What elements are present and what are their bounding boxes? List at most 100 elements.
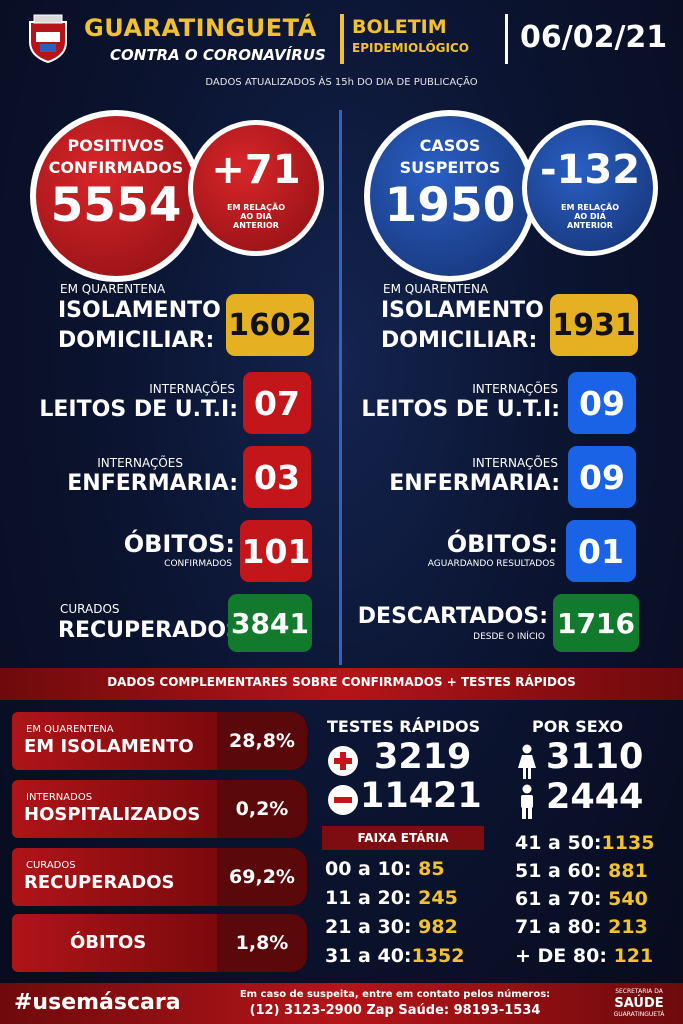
- descartados-value-box: 1716: [553, 594, 639, 652]
- enf-value-box: 03: [243, 446, 311, 508]
- enf-label: ENFERMARIA:: [67, 471, 238, 496]
- secretaria-line-1: SECRETARIA DA: [615, 988, 663, 995]
- descartados-sub-label: DESDE O INÍCIO: [473, 632, 545, 642]
- obitos-label: ÓBITOS:: [446, 530, 558, 558]
- pct-value: 69,2%: [217, 848, 307, 906]
- plus-circle-icon: [328, 746, 358, 776]
- suspected-value: 1950: [384, 178, 516, 233]
- quarantine-label-2: DOMICILIAR:: [381, 328, 538, 353]
- male-icon: [521, 784, 533, 819]
- rapid-tests-title: TESTES RÁPIDOS: [327, 717, 481, 736]
- pct-row-recovered: CURADOS RECUPERADOS 69,2%: [12, 848, 307, 906]
- contact-line-1: Em caso de suspeita, entre em contato pe…: [239, 989, 551, 1000]
- confirmed-circle: POSITIVOS CONFIRMADOS 5554: [30, 110, 202, 282]
- age-row: 00 a 10: 85: [325, 858, 445, 880]
- header-divider: [340, 14, 344, 64]
- obitos-sub-label: CONFIRMADOS: [164, 559, 232, 569]
- quarantine-label-1: ISOLAMENTO: [58, 298, 221, 323]
- female-value: 3110: [546, 737, 644, 777]
- quarantine-label-2: DOMICILIAR:: [58, 328, 215, 353]
- pct-value: 0,2%: [217, 780, 307, 838]
- obitos-value-box: 101: [240, 520, 312, 582]
- descartados-label: DESCARTADOS:: [357, 604, 548, 629]
- age-row: 21 a 30: 982: [325, 916, 458, 938]
- uti-label: LEITOS DE U.T.I:: [361, 397, 560, 422]
- confirmed-value: 5554: [50, 178, 182, 233]
- enf-value-box: 09: [568, 446, 636, 508]
- slogan: CONTRA O CORONAVÍRUS: [110, 46, 326, 64]
- footer-band: [0, 983, 683, 1024]
- uti-value-box: 09: [568, 372, 636, 434]
- uti-label: LEITOS DE U.T.I:: [39, 397, 238, 422]
- rapid-positive-value: 3219: [374, 737, 472, 777]
- pct-value: 28,8%: [217, 712, 307, 770]
- header-divider-2: [505, 14, 508, 64]
- quarantine-small-label: EM QUARENTENA: [383, 282, 489, 296]
- delta-note-3: ANTERIOR: [567, 221, 613, 230]
- by-sex-title: POR SEXO: [532, 717, 624, 736]
- obitos-label: ÓBITOS:: [123, 530, 235, 558]
- enf-small-label: INTERNAÇÕES: [97, 456, 183, 470]
- update-note: DADOS ATUALIZADOS ÀS 15h DO DIA DE PUBLI…: [205, 77, 478, 88]
- bulletin-date: 06/02/21: [520, 20, 668, 55]
- delta-note-1: EM RELAÇÃO: [561, 203, 619, 212]
- male-value: 2444: [546, 777, 644, 817]
- suspected-label-1: CASOS: [419, 136, 481, 155]
- city-name: GUARATINGUETÁ: [84, 14, 317, 42]
- obitos-sub-label: AGUARDANDO RESULTADOS: [427, 559, 555, 569]
- pct-row-isolation: EM QUARENTENA EM ISOLAMENTO 28,8%: [12, 712, 307, 770]
- curados-small-label: CURADOS: [60, 602, 120, 616]
- age-row: 31 a 40:1352: [325, 945, 465, 967]
- quarantine-small-label: EM QUARENTENA: [60, 282, 166, 296]
- suspected-delta-circle: -132 EM RELAÇÃO AO DIA ANTERIOR: [522, 120, 658, 256]
- pct-small-label: EM QUARENTENA: [26, 724, 114, 735]
- quarantine-value-box: 1931: [550, 294, 638, 356]
- confirmed-delta-value: +71: [211, 147, 301, 193]
- bulletin-subtitle: EPIDEMIOLÓGICO: [352, 41, 469, 55]
- enf-small-label: INTERNAÇÕES: [472, 456, 558, 470]
- age-row: 11 a 20: 245: [325, 887, 458, 909]
- age-row: 41 a 50:1135: [515, 832, 655, 854]
- uti-small-label: INTERNAÇÕES: [472, 382, 558, 396]
- delta-note-1: EM RELAÇÃO: [227, 203, 285, 212]
- confirmed-label-1: POSITIVOS: [67, 136, 165, 155]
- pct-big-label: RECUPERADOS: [24, 872, 175, 893]
- pct-value: 1,8%: [217, 914, 307, 972]
- suspected-circle: CASOS SUSPEITOS 1950: [364, 110, 536, 282]
- quarantine-value-box: 1602: [226, 294, 314, 356]
- quarantine-label-1: ISOLAMENTO: [381, 298, 544, 323]
- age-row: + DE 80: 121: [515, 945, 654, 967]
- pct-big-label: ÓBITOS: [70, 932, 147, 953]
- rapid-negative-value: 11421: [360, 776, 482, 816]
- column-divider: [339, 110, 342, 665]
- complementary-title: DADOS COMPLEMENTARES SOBRE CONFIRMADOS +…: [107, 675, 576, 689]
- city-crest-icon: [29, 14, 67, 64]
- suspected-label-2: SUSPEITOS: [399, 158, 501, 177]
- female-icon: [518, 744, 536, 779]
- delta-note-2: AO DIA: [240, 212, 272, 221]
- age-row: 51 a 60: 881: [515, 860, 648, 882]
- confirmed-label-2: CONFIRMADOS: [48, 158, 184, 177]
- delta-note-3: ANTERIOR: [233, 221, 279, 230]
- pct-small-label: CURADOS: [26, 860, 76, 871]
- pct-small-label: INTERNADOS: [26, 792, 93, 803]
- contact-line-2: (12) 3123-2900 Zap Saúde: 98193-1534: [249, 1003, 541, 1018]
- bulletin-title: BOLETIM: [352, 16, 447, 38]
- uti-value-box: 07: [243, 372, 311, 434]
- enf-label: ENFERMARIA:: [389, 471, 560, 496]
- minus-circle-icon: [328, 785, 358, 815]
- obitos-value-box: 01: [566, 520, 636, 582]
- hashtag: #usemáscara: [14, 990, 181, 1015]
- complementary-band: [0, 668, 683, 700]
- confirmed-delta-circle: +71 EM RELAÇÃO AO DIA ANTERIOR: [188, 120, 324, 256]
- age-row: 61 a 70: 540: [515, 888, 648, 910]
- uti-small-label: INTERNAÇÕES: [149, 382, 235, 396]
- secretaria-line-2: SAÚDE: [614, 996, 664, 1011]
- delta-note-2: AO DIA: [574, 212, 606, 221]
- pct-big-label: EM ISOLAMENTO: [24, 736, 194, 757]
- pct-row-deaths: ÓBITOS 1,8%: [12, 914, 307, 972]
- pct-big-label: HOSPITALIZADOS: [24, 804, 201, 825]
- suspected-delta-value: -132: [539, 147, 641, 193]
- curados-label: RECUPERADOS:: [58, 618, 251, 643]
